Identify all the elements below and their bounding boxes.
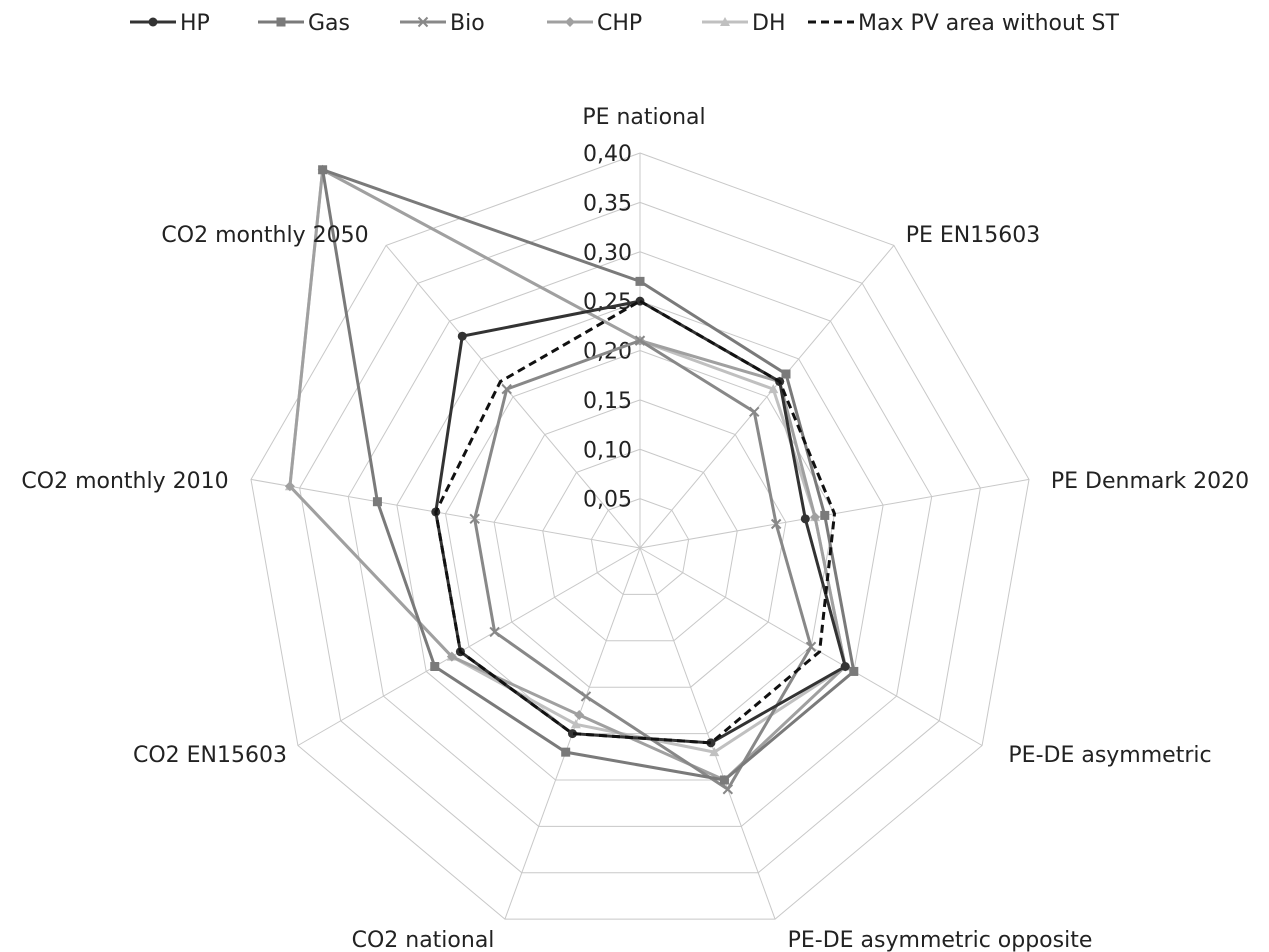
data-point-bio <box>770 518 782 530</box>
data-point-chp <box>446 651 457 662</box>
data-point-gas <box>561 747 571 757</box>
category-label: CO2 EN15603 <box>133 743 287 768</box>
data-point-gas <box>781 369 791 379</box>
grid-ring <box>493 399 787 688</box>
radial-tick-label: 0,40 <box>583 142 632 167</box>
radial-tick-label: 0,15 <box>583 389 632 414</box>
radar-grid <box>250 152 1030 920</box>
legend-marker <box>720 17 730 26</box>
grid-spoke <box>639 547 776 920</box>
category-label: PE-DE asymmetric opposite <box>788 928 1093 952</box>
series-line-bio <box>473 338 813 792</box>
grid-spoke <box>639 245 895 549</box>
legend-label: DH <box>752 11 785 36</box>
data-point-gas <box>372 497 382 507</box>
legend: HP Gas Bio CHP DH Max PV area without ST <box>130 11 1120 36</box>
grid-ring <box>542 448 738 642</box>
legend-label: Bio <box>450 11 485 36</box>
data-point-dh <box>570 719 581 729</box>
data-point-bio <box>749 406 760 418</box>
legend-marker <box>148 17 158 27</box>
legend-marker <box>417 16 429 28</box>
data-point-dh <box>768 384 779 394</box>
category-label: PE EN15603 <box>906 223 1041 248</box>
radial-tick-labels: 0,050,100,150,200,250,300,350,40 <box>583 142 632 513</box>
data-point-gas <box>820 510 830 520</box>
legend-label: CHP <box>597 11 642 36</box>
data-point-chp <box>810 512 821 523</box>
radial-tick-label: 0,30 <box>583 241 632 266</box>
category-labels: PE national PE EN15603 PE Denmark 2020 PE-D… <box>21 105 1249 952</box>
data-point-hp <box>840 662 850 671</box>
data-point-bio <box>501 383 512 395</box>
grid-spoke <box>250 478 641 549</box>
series-lines <box>284 164 859 795</box>
data-point-bio <box>805 641 817 652</box>
data-point-hp <box>567 729 577 739</box>
data-point-gas <box>849 666 859 676</box>
category-label: PE national <box>582 105 705 130</box>
legend-marker <box>276 17 286 27</box>
series-line-max-pv-area-without-st <box>434 299 837 745</box>
data-point-bio <box>580 691 592 702</box>
legend-label: Max PV area without ST <box>858 11 1120 36</box>
data-point-hp <box>800 514 810 524</box>
category-label: CO2 monthly 2050 <box>161 223 368 248</box>
legend-label: Gas <box>308 11 350 36</box>
grid-ring <box>590 498 690 595</box>
series-line-chp <box>288 167 847 782</box>
data-point-chp <box>574 710 585 721</box>
category-label: PE-DE asymmetric <box>1008 743 1211 768</box>
data-point-bio <box>634 335 646 346</box>
grid-ring <box>250 152 1030 920</box>
radial-tick-label: 0,35 <box>583 191 632 216</box>
data-point-bio <box>469 513 480 525</box>
data-point-gas <box>318 165 328 175</box>
grid-spoke <box>297 547 641 746</box>
data-point-bio <box>489 626 500 638</box>
category-label: CO2 national <box>352 928 495 952</box>
grid-ring <box>347 251 933 827</box>
category-label: PE Denmark 2020 <box>1051 469 1249 494</box>
radial-tick-label: 0,05 <box>583 488 632 513</box>
grid-ring <box>396 300 884 781</box>
category-label: CO2 monthly 2010 <box>21 469 228 494</box>
grid-spoke <box>385 245 641 549</box>
data-point-bio <box>722 784 734 795</box>
legend-marker <box>565 17 575 27</box>
data-point-dh <box>709 747 720 757</box>
data-point-hp <box>457 331 467 341</box>
series-line-gas <box>320 167 856 782</box>
data-point-gas <box>430 662 440 671</box>
data-point-gas <box>635 276 645 286</box>
legend-label: HP <box>180 11 210 36</box>
data-point-chp <box>284 481 295 492</box>
radial-tick-label: 0,10 <box>583 438 632 463</box>
series-clip-group <box>284 164 859 795</box>
data-point-gas <box>719 775 729 785</box>
data-point-hp <box>706 738 716 748</box>
